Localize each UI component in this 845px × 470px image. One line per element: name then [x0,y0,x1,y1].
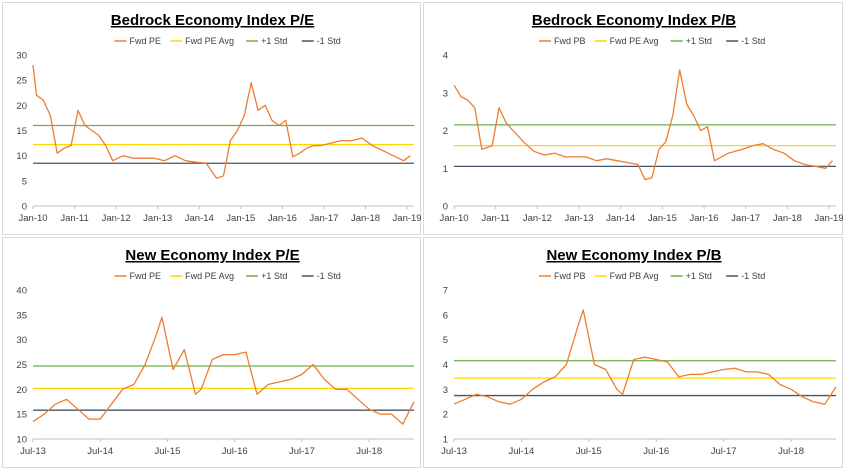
legend-label-fwd-pe-avg: Fwd PE Avg [185,271,234,281]
y-tick-label: 15 [16,410,27,421]
x-tick-label: Jan-14 [606,213,635,224]
legend: Fwd PB Fwd PE Avg +1 Std -1 Std [539,36,765,46]
x-tick-label: Jan-10 [18,213,47,224]
chart-bedrock-pe: Bedrock Economy Index P/E Fwd PE Fwd PE Av… [16,12,422,224]
chart-title: New Economy Index P/E [125,247,299,264]
y-tick-label: 5 [443,335,448,346]
x-tick-label: Jan-13 [143,213,172,224]
series-line-fwd-pe [32,316,415,425]
y-tick-label: 35 [16,310,27,321]
x-tick-label: Jan-16 [268,213,297,224]
chart-bedrock-pb: Bedrock Economy Index P/B Fwd PB Fwd PE Av… [439,12,844,224]
x-tick-label: Jul-17 [711,446,737,457]
y-tick-label: 20 [16,101,27,112]
legend: Fwd PE Fwd PE Avg +1 Std -1 Std [114,36,341,46]
legend-label-1-std: -1 Std [741,36,765,46]
y-tick-label: 10 [16,435,27,446]
y-tick-label: 0 [443,202,448,213]
x-tick-label: Jul-14 [508,446,534,457]
x-tick-label: Jan-12 [523,213,552,224]
x-tick-label: Jan-17 [731,213,760,224]
y-tick-label: 2 [443,410,448,421]
x-tick-label: Jul-17 [289,446,315,457]
x-tick-label: Jul-18 [356,446,382,457]
legend-label-fwd-pe: Fwd PE [130,36,162,46]
y-tick-label: 0 [22,202,27,213]
y-tick-label: 1 [443,164,448,175]
x-tick-label: Jan-17 [309,213,338,224]
chart-panel-bedrock-pe: Bedrock Economy Index P/E Fwd PE Fwd PE Av… [2,2,422,235]
x-tick-label: Jul-16 [643,446,669,457]
y-tick-label: 3 [443,385,448,396]
chart-new-economy-pe: New Economy Index P/E Fwd PE Fwd PE Avg +1 … [16,247,415,457]
legend-label-1-std: +1 Std [261,36,287,46]
chart-panel-new-economy-pb: New Economy Index P/B Fwd PB Fwd PB Avg +1 … [423,237,843,468]
x-tick-label: Jul-18 [778,446,804,457]
x-tick-label: Jul-15 [576,446,602,457]
y-tick-label: 3 [443,88,448,99]
legend-label-1-std: -1 Std [317,36,341,46]
x-tick-label: Jan-14 [185,213,214,224]
legend-label-fwd-pe: Fwd PE [130,271,162,281]
x-tick-label: Jan-15 [648,213,677,224]
y-tick-label: 20 [16,385,27,396]
y-tick-label: 10 [16,151,27,162]
x-tick-label: Jan-10 [439,213,468,224]
y-tick-label: 2 [443,126,448,137]
legend: Fwd PB Fwd PB Avg +1 Std -1 Std [539,271,765,281]
legend-label-fwd-pb-avg: Fwd PB Avg [610,271,659,281]
x-tick-label: Jan-19 [393,213,422,224]
legend-label-1-std: +1 Std [686,271,712,281]
y-tick-label: 30 [16,51,27,62]
x-tick-label: Jan-15 [226,213,255,224]
x-tick-label: Jan-12 [102,213,131,224]
x-tick-label: Jan-18 [351,213,380,224]
y-tick-label: 7 [443,286,448,297]
chart-panel-bedrock-pb: Bedrock Economy Index P/B Fwd PB Fwd PE Av… [423,2,844,235]
chart-title: Bedrock Economy Index P/E [111,12,314,29]
y-tick-label: 1 [443,435,448,446]
series-line-fwd-pe [32,65,411,179]
legend-label-fwd-pb: Fwd PB [554,36,586,46]
legend-label-1-std: -1 Std [317,271,341,281]
y-tick-label: 4 [443,51,448,62]
chart-title: New Economy Index P/B [546,247,721,264]
legend-label-1-std: +1 Std [686,36,712,46]
legend-label-fwd-pb: Fwd PB [554,271,586,281]
y-tick-label: 4 [443,360,448,371]
x-tick-label: Jul-14 [87,446,113,457]
y-tick-label: 5 [22,176,27,187]
x-tick-label: Jan-11 [60,213,88,224]
chart-title: Bedrock Economy Index P/B [532,12,736,29]
x-tick-label: Jan-13 [564,213,593,224]
x-tick-label: Jan-19 [815,213,844,224]
x-tick-label: Jul-13 [441,446,467,457]
x-tick-label: Jul-15 [155,446,181,457]
legend-label-1-std: +1 Std [261,271,287,281]
x-tick-label: Jan-11 [482,213,510,224]
legend-label-fwd-pe-avg: Fwd PE Avg [185,36,234,46]
x-tick-label: Jan-16 [690,213,719,224]
legend: Fwd PE Fwd PE Avg +1 Std -1 Std [114,271,341,281]
chart-panel-new-economy-pe: New Economy Index P/E Fwd PE Fwd PE Avg +1 … [2,237,421,468]
y-tick-label: 6 [443,310,448,321]
y-tick-label: 25 [16,76,27,87]
legend-label-1-std: -1 Std [741,271,765,281]
y-tick-label: 25 [16,360,27,371]
y-tick-label: 40 [16,286,27,297]
series-line-fwd-pb [453,69,833,181]
y-tick-label: 30 [16,335,27,346]
legend-label-fwd-pe-avg: Fwd PE Avg [610,36,659,46]
x-tick-label: Jan-18 [773,213,802,224]
y-tick-label: 15 [16,126,27,137]
x-tick-label: Jul-13 [20,446,46,457]
chart-new-economy-pb: New Economy Index P/B Fwd PB Fwd PB Avg +1 … [441,247,837,457]
series-line-fwd-pb [453,309,837,405]
x-tick-label: Jul-16 [222,446,248,457]
